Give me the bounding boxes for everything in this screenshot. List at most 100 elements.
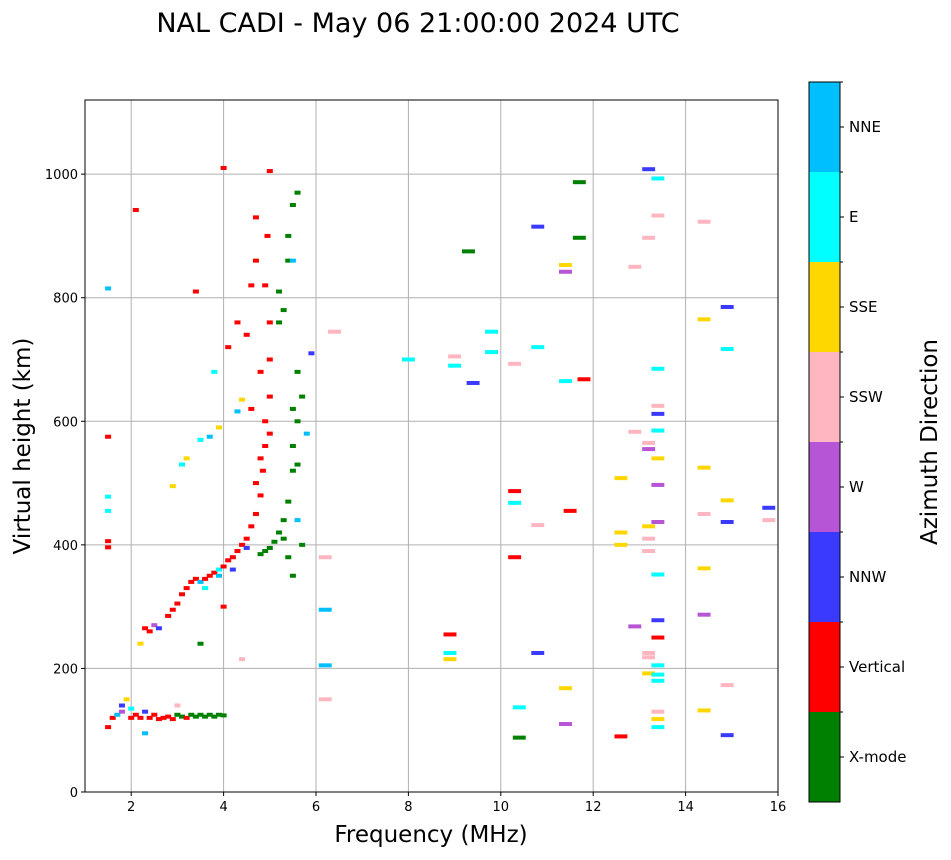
data-point-sse: [651, 717, 665, 722]
data-point-sse: [614, 530, 628, 535]
data-point-nne: [234, 409, 241, 414]
y-tick-label: 600: [53, 415, 78, 430]
data-point-ssw: [628, 264, 642, 269]
data-point-x-mode: [202, 714, 209, 719]
data-point-vertical: [248, 283, 255, 288]
data-point-nne: [294, 518, 301, 523]
x-tick-label: 8: [404, 800, 412, 815]
data-point-ssw: [651, 403, 665, 408]
x-axis-label: Frequency (MHz): [334, 822, 527, 848]
data-point-vertical: [169, 607, 176, 612]
data-point-vertical: [146, 715, 153, 720]
data-point-ssw: [720, 683, 734, 688]
colorbar-segment: [809, 262, 840, 352]
data-point-e: [651, 366, 665, 371]
data-point-vertical: [266, 357, 273, 362]
colorbar-segment: [809, 172, 840, 262]
data-point-vertical: [165, 714, 172, 719]
data-point-vertical: [234, 549, 241, 554]
data-point-vertical: [188, 579, 195, 584]
data-point-nne: [105, 286, 112, 291]
x-axis-ticks: 2 4 6 8 10 12 14 16: [127, 792, 786, 815]
data-point-vertical: [257, 456, 264, 461]
data-point-ssw: [318, 697, 332, 702]
data-point-x-mode: [299, 394, 306, 399]
data-point-sse: [642, 524, 656, 529]
data-point-vertical: [151, 712, 158, 717]
chart-title: NAL CADI - May 06 21:00:00 2024 UTC: [156, 8, 679, 39]
data-point-ssw: [642, 655, 656, 660]
data-point-ssw: [328, 329, 341, 334]
data-point-vertical: [155, 717, 162, 722]
data-point-x-mode: [572, 180, 586, 185]
data-point-vertical: [206, 573, 213, 578]
data-point-sse: [697, 317, 711, 322]
data-point-ssw: [239, 657, 246, 662]
data-point-x-mode: [294, 462, 301, 467]
data-point-vertical: [262, 283, 269, 288]
data-point-sse: [183, 456, 190, 461]
data-point-x-mode: [215, 712, 222, 717]
data-point-e: [128, 706, 135, 711]
data-point-x-mode: [512, 735, 526, 740]
data-point-nnw: [762, 505, 776, 510]
data-point-nnw: [155, 626, 162, 631]
data-point-vertical: [239, 542, 246, 547]
data-point-vertical: [264, 233, 271, 238]
data-point-nnw: [651, 618, 665, 623]
data-point-vertical: [614, 734, 628, 739]
data-point-vertical: [220, 165, 227, 170]
data-point-nnw: [118, 703, 125, 708]
data-point-sse: [697, 465, 711, 470]
data-point-e: [211, 369, 218, 374]
data-point-vertical: [132, 712, 139, 717]
x-tick-label: 2: [127, 800, 135, 815]
data-point-nnw: [651, 411, 665, 416]
data-point-x-mode: [271, 539, 278, 544]
data-point-e: [202, 586, 209, 591]
data-point-ssw: [508, 361, 522, 366]
data-point-sse: [239, 397, 246, 402]
data-point-x-mode: [461, 249, 475, 254]
data-point-e: [197, 437, 204, 442]
data-point-ssw: [531, 523, 545, 528]
data-point-nne: [303, 431, 310, 436]
y-tick-label: 0: [70, 786, 78, 801]
colorbar-segment: [809, 712, 840, 802]
data-point-vertical: [252, 481, 259, 486]
data-point-ssw: [642, 536, 656, 541]
data-point-e: [651, 672, 665, 677]
data-point-x-mode: [276, 530, 283, 535]
data-point-sse: [614, 476, 628, 481]
grid-lines: [85, 100, 779, 793]
data-point-vertical: [105, 539, 112, 544]
data-point-x-mode: [289, 444, 296, 448]
data-point-ssw: [642, 650, 656, 655]
data-point-w: [151, 623, 158, 628]
data-point-vertical: [105, 725, 112, 730]
colorbar-tick-label: NNW: [849, 568, 886, 586]
data-point-sse: [123, 697, 130, 702]
data-point-ssw: [174, 703, 181, 708]
data-point-vertical: [651, 635, 665, 640]
data-point-vertical: [259, 468, 266, 473]
data-point-nne: [114, 712, 121, 717]
data-point-x-mode: [285, 258, 292, 263]
data-point-vertical: [248, 524, 255, 529]
data-point-vertical: [508, 489, 522, 494]
plot-frame: [84, 99, 779, 793]
data-point-vertical: [105, 434, 112, 439]
data-point-sse: [697, 566, 711, 571]
x-tick-label: 4: [219, 800, 227, 815]
data-point-vertical: [211, 570, 218, 575]
data-point-e: [651, 678, 665, 683]
data-point-ssw: [697, 219, 711, 224]
data-point-sse: [169, 484, 176, 489]
data-point-vertical: [174, 601, 181, 606]
data-point-x-mode: [266, 545, 273, 550]
data-point-e: [485, 350, 499, 355]
colorbar-tick-label: W: [849, 478, 864, 496]
data-point-nnw: [720, 519, 734, 524]
data-point-x-mode: [276, 320, 283, 325]
data-point-w: [559, 722, 572, 727]
